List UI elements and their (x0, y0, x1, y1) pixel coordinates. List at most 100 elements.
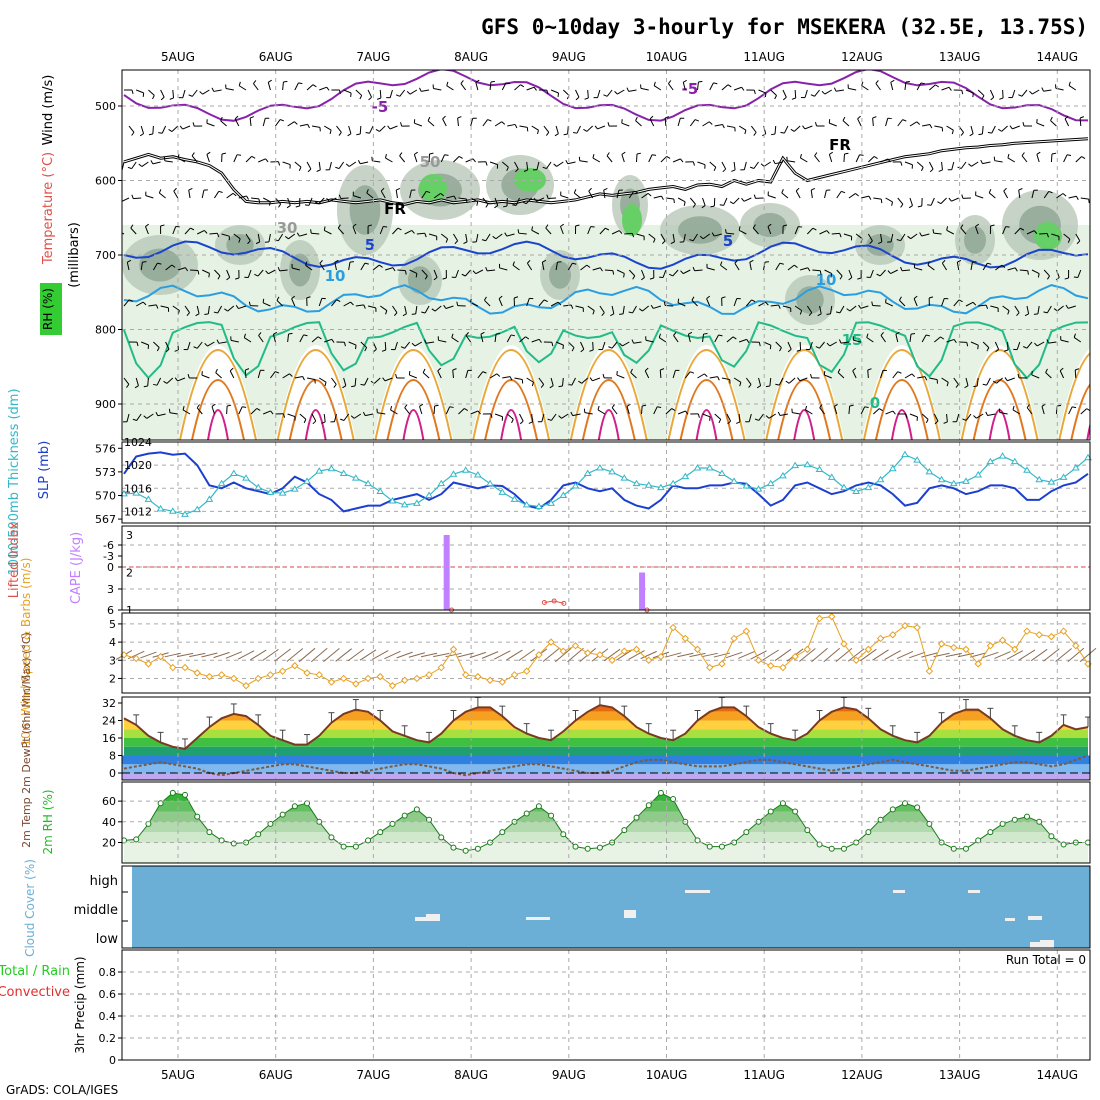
wind-barb (1007, 377, 1015, 382)
date-label-11AUG: 11AUG (743, 1068, 785, 1082)
wind-barb (352, 226, 357, 235)
wind-barb (848, 269, 853, 278)
wind-barb (901, 269, 911, 272)
wind-barb-flag (973, 415, 977, 419)
wind-barb (399, 155, 406, 163)
wind-barb (617, 89, 625, 95)
wind-barb-flag (754, 418, 759, 421)
wind-barb (250, 197, 260, 200)
wind10-barb (384, 650, 401, 660)
wind-barb (395, 190, 398, 199)
wind10-marker (876, 634, 885, 643)
thickness-marker (949, 479, 958, 487)
wind-barb (866, 337, 874, 343)
wind-barb-flag (572, 262, 577, 265)
wind-barb-flag (542, 259, 547, 263)
wind-barb-flag (543, 299, 548, 303)
date-label-8AUG: 8AUG (454, 1068, 488, 1082)
wind-barb-flag (917, 205, 922, 208)
wind-barb (519, 125, 528, 128)
wind-barb-flag (213, 311, 218, 314)
wind-barb (1036, 122, 1045, 127)
wind-barb (390, 409, 398, 415)
wind-barb-flag (1003, 187, 1007, 192)
wind10-marker (1047, 632, 1056, 641)
wind-barb (294, 161, 302, 168)
wind-barb (164, 160, 173, 163)
wind-barb (319, 86, 327, 91)
wind-barb-flag (586, 264, 591, 268)
precip-panel: Run Total = 0 00.20.40.60.8 (99, 949, 1091, 1067)
wind-barb (897, 119, 903, 127)
wind-barb (673, 335, 679, 343)
wind-barb (606, 89, 613, 97)
wind-barb-flag (900, 161, 903, 166)
thickness-marker (535, 502, 543, 509)
wind-barb-flag (316, 169, 321, 172)
wind-barb (165, 341, 170, 350)
thickness-marker (705, 463, 714, 471)
rh-marker (889, 806, 896, 813)
wind-barb-flag (558, 415, 562, 419)
wind-barb (683, 233, 686, 242)
wind-barb-flag (880, 199, 883, 204)
wind-barb-flag (347, 133, 352, 137)
wind10-marker (620, 647, 629, 655)
wind-barb-flag (623, 273, 625, 278)
wind10-barb (884, 650, 901, 660)
temp-contour-30 (890, 409, 913, 440)
wind-barb (767, 195, 776, 199)
wind-barb (960, 227, 967, 235)
cape-tick-label: 2 (126, 567, 133, 580)
wind-barb (933, 232, 942, 235)
wind-barb-flag (793, 264, 798, 268)
wind-barb-flag (191, 152, 195, 157)
date-label-13AUG: 13AUG (939, 1068, 981, 1082)
temp-band (122, 694, 1090, 703)
wind10-barb (799, 648, 816, 662)
thickness-marker (913, 456, 922, 463)
wind-barb (489, 161, 498, 166)
wind-barb-flag (924, 376, 928, 381)
wind-barb (819, 230, 827, 235)
cloud-gap (415, 917, 440, 921)
thickness-marker (205, 495, 214, 502)
rh-marker (853, 839, 860, 846)
wind-barb-flag (729, 201, 734, 205)
rh-marker (352, 843, 359, 850)
wind-barb-flag (968, 163, 972, 167)
wind-barb (677, 197, 686, 203)
wind-barb-flag (557, 301, 562, 306)
wind-barb-flag (775, 383, 780, 386)
wind-barb-flag (117, 227, 118, 231)
tick-label: 500 (95, 100, 116, 113)
wind-barb-flag (929, 296, 934, 299)
wind-barb (440, 154, 446, 163)
wind-barb-flag (1076, 240, 1081, 245)
wind-barb (579, 160, 588, 163)
wind-barb-flag (326, 86, 330, 91)
wind-barb-flag (948, 87, 952, 91)
thickness-marker (791, 461, 800, 469)
wind-barb (745, 377, 752, 385)
wind-barb-flag (150, 160, 154, 165)
rh-marker (840, 845, 847, 852)
wind-barb-flag (973, 385, 978, 388)
wind-barb-flag (444, 154, 449, 156)
wind-barb-flag (554, 133, 559, 137)
wind10-barb (506, 649, 523, 661)
wind-barb (1039, 232, 1048, 235)
wind-barb (244, 369, 247, 379)
wind-barb (413, 154, 418, 163)
wind-barb (329, 161, 332, 170)
wind-barb (733, 377, 742, 383)
wind-barb (982, 341, 990, 349)
wind-barb-flag (940, 336, 945, 340)
wind-barb-flag (1001, 264, 1006, 269)
wind-barb (489, 81, 492, 91)
wind-barb (306, 377, 315, 380)
wind-barb (433, 405, 436, 415)
wind-barb (697, 373, 705, 379)
wind-barb-flag (911, 373, 916, 378)
wind10-barb (701, 652, 718, 658)
